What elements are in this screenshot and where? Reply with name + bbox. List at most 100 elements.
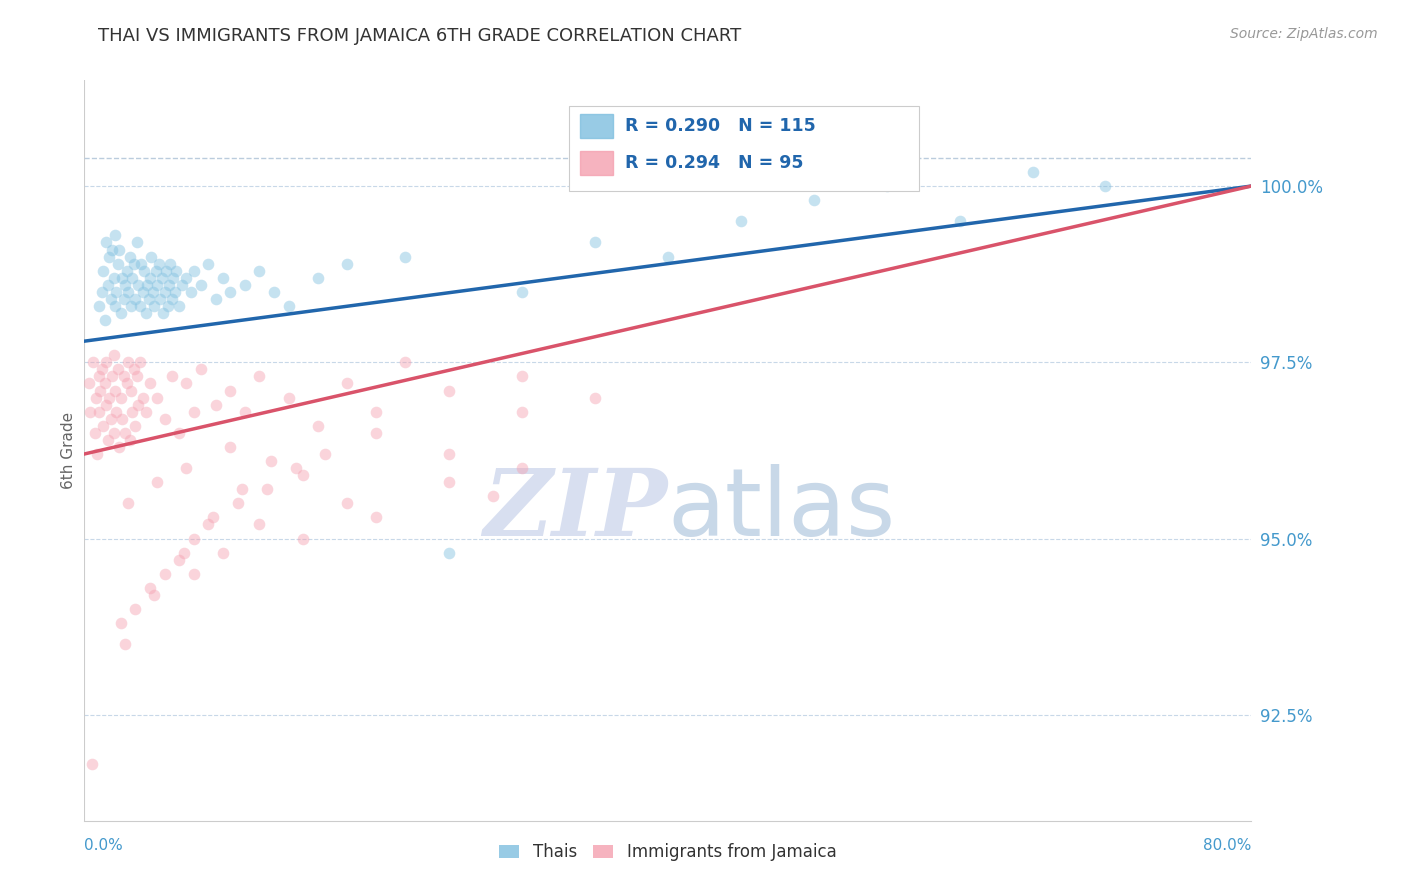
Point	[583, 235, 606, 250]
Point	[104, 299, 127, 313]
Point	[146, 475, 169, 490]
Point	[135, 405, 157, 419]
Point	[114, 425, 136, 440]
Point	[122, 257, 145, 271]
Point	[89, 384, 111, 398]
Point	[79, 405, 101, 419]
Point	[260, 454, 283, 468]
Point	[129, 257, 152, 271]
Point	[197, 517, 219, 532]
Point	[115, 263, 138, 277]
Point	[226, 496, 249, 510]
Text: R = 0.290   N = 115: R = 0.290 N = 115	[624, 117, 815, 136]
Y-axis label: 6th Grade: 6th Grade	[60, 412, 76, 489]
Point	[96, 355, 118, 369]
Point	[91, 418, 114, 433]
Point	[108, 243, 131, 257]
Point	[84, 391, 107, 405]
Point	[142, 285, 165, 299]
FancyBboxPatch shape	[568, 106, 918, 191]
Point	[135, 306, 157, 320]
Point	[172, 277, 194, 292]
Point	[233, 405, 256, 419]
Point	[1094, 179, 1116, 194]
Point	[249, 263, 271, 277]
Text: atlas: atlas	[668, 464, 896, 556]
Point	[292, 468, 315, 483]
Point	[87, 369, 110, 384]
Point	[233, 277, 256, 292]
Point	[100, 411, 122, 425]
Point	[124, 418, 146, 433]
Point	[94, 376, 117, 391]
Point	[176, 461, 198, 475]
Point	[97, 277, 120, 292]
Point	[105, 405, 128, 419]
Point	[110, 616, 132, 631]
Point	[437, 384, 460, 398]
Point	[77, 376, 100, 391]
Point	[107, 362, 129, 376]
Point	[138, 292, 160, 306]
Point	[162, 270, 184, 285]
Point	[583, 391, 606, 405]
Point	[127, 277, 149, 292]
Point	[125, 235, 148, 250]
Point	[98, 250, 121, 264]
Text: THAI VS IMMIGRANTS FROM JAMAICA 6TH GRADE CORRELATION CHART: THAI VS IMMIGRANTS FROM JAMAICA 6TH GRAD…	[98, 27, 742, 45]
Point	[165, 263, 187, 277]
Point	[128, 355, 150, 369]
Point	[94, 313, 117, 327]
Point	[167, 299, 190, 313]
Point	[173, 546, 195, 560]
Point	[437, 475, 460, 490]
FancyBboxPatch shape	[581, 152, 613, 175]
Point	[120, 384, 142, 398]
Point	[157, 277, 180, 292]
Point	[121, 270, 143, 285]
Point	[96, 235, 118, 250]
Point	[104, 228, 127, 243]
Text: ZIP: ZIP	[484, 465, 668, 555]
Text: Source: ZipAtlas.com: Source: ZipAtlas.com	[1230, 27, 1378, 41]
Point	[219, 440, 242, 454]
Point	[139, 270, 162, 285]
Point	[120, 299, 142, 313]
Point	[107, 257, 129, 271]
Point	[510, 369, 533, 384]
Point	[110, 306, 132, 320]
Point	[437, 447, 460, 461]
Point	[212, 546, 235, 560]
Point	[336, 257, 359, 271]
Point	[366, 425, 388, 440]
Point	[510, 405, 533, 419]
Point	[111, 270, 134, 285]
Point	[160, 292, 183, 306]
Point	[394, 355, 416, 369]
Point	[292, 532, 315, 546]
Point	[284, 461, 307, 475]
Point	[176, 270, 198, 285]
Point	[167, 553, 190, 567]
Text: 80.0%: 80.0%	[1204, 838, 1251, 854]
Point	[139, 581, 162, 595]
Point	[482, 489, 505, 503]
Point	[117, 496, 139, 510]
Point	[249, 517, 271, 532]
FancyBboxPatch shape	[581, 114, 613, 138]
Point	[1021, 165, 1043, 179]
Point	[307, 418, 329, 433]
Point	[150, 270, 173, 285]
Point	[87, 299, 110, 313]
Point	[160, 369, 183, 384]
Point	[277, 391, 299, 405]
Point	[115, 376, 138, 391]
Point	[117, 355, 139, 369]
Point	[111, 411, 134, 425]
Point	[145, 263, 167, 277]
Point	[101, 243, 124, 257]
Point	[277, 299, 299, 313]
Point	[204, 292, 226, 306]
Point	[314, 447, 336, 461]
Point	[143, 299, 166, 313]
